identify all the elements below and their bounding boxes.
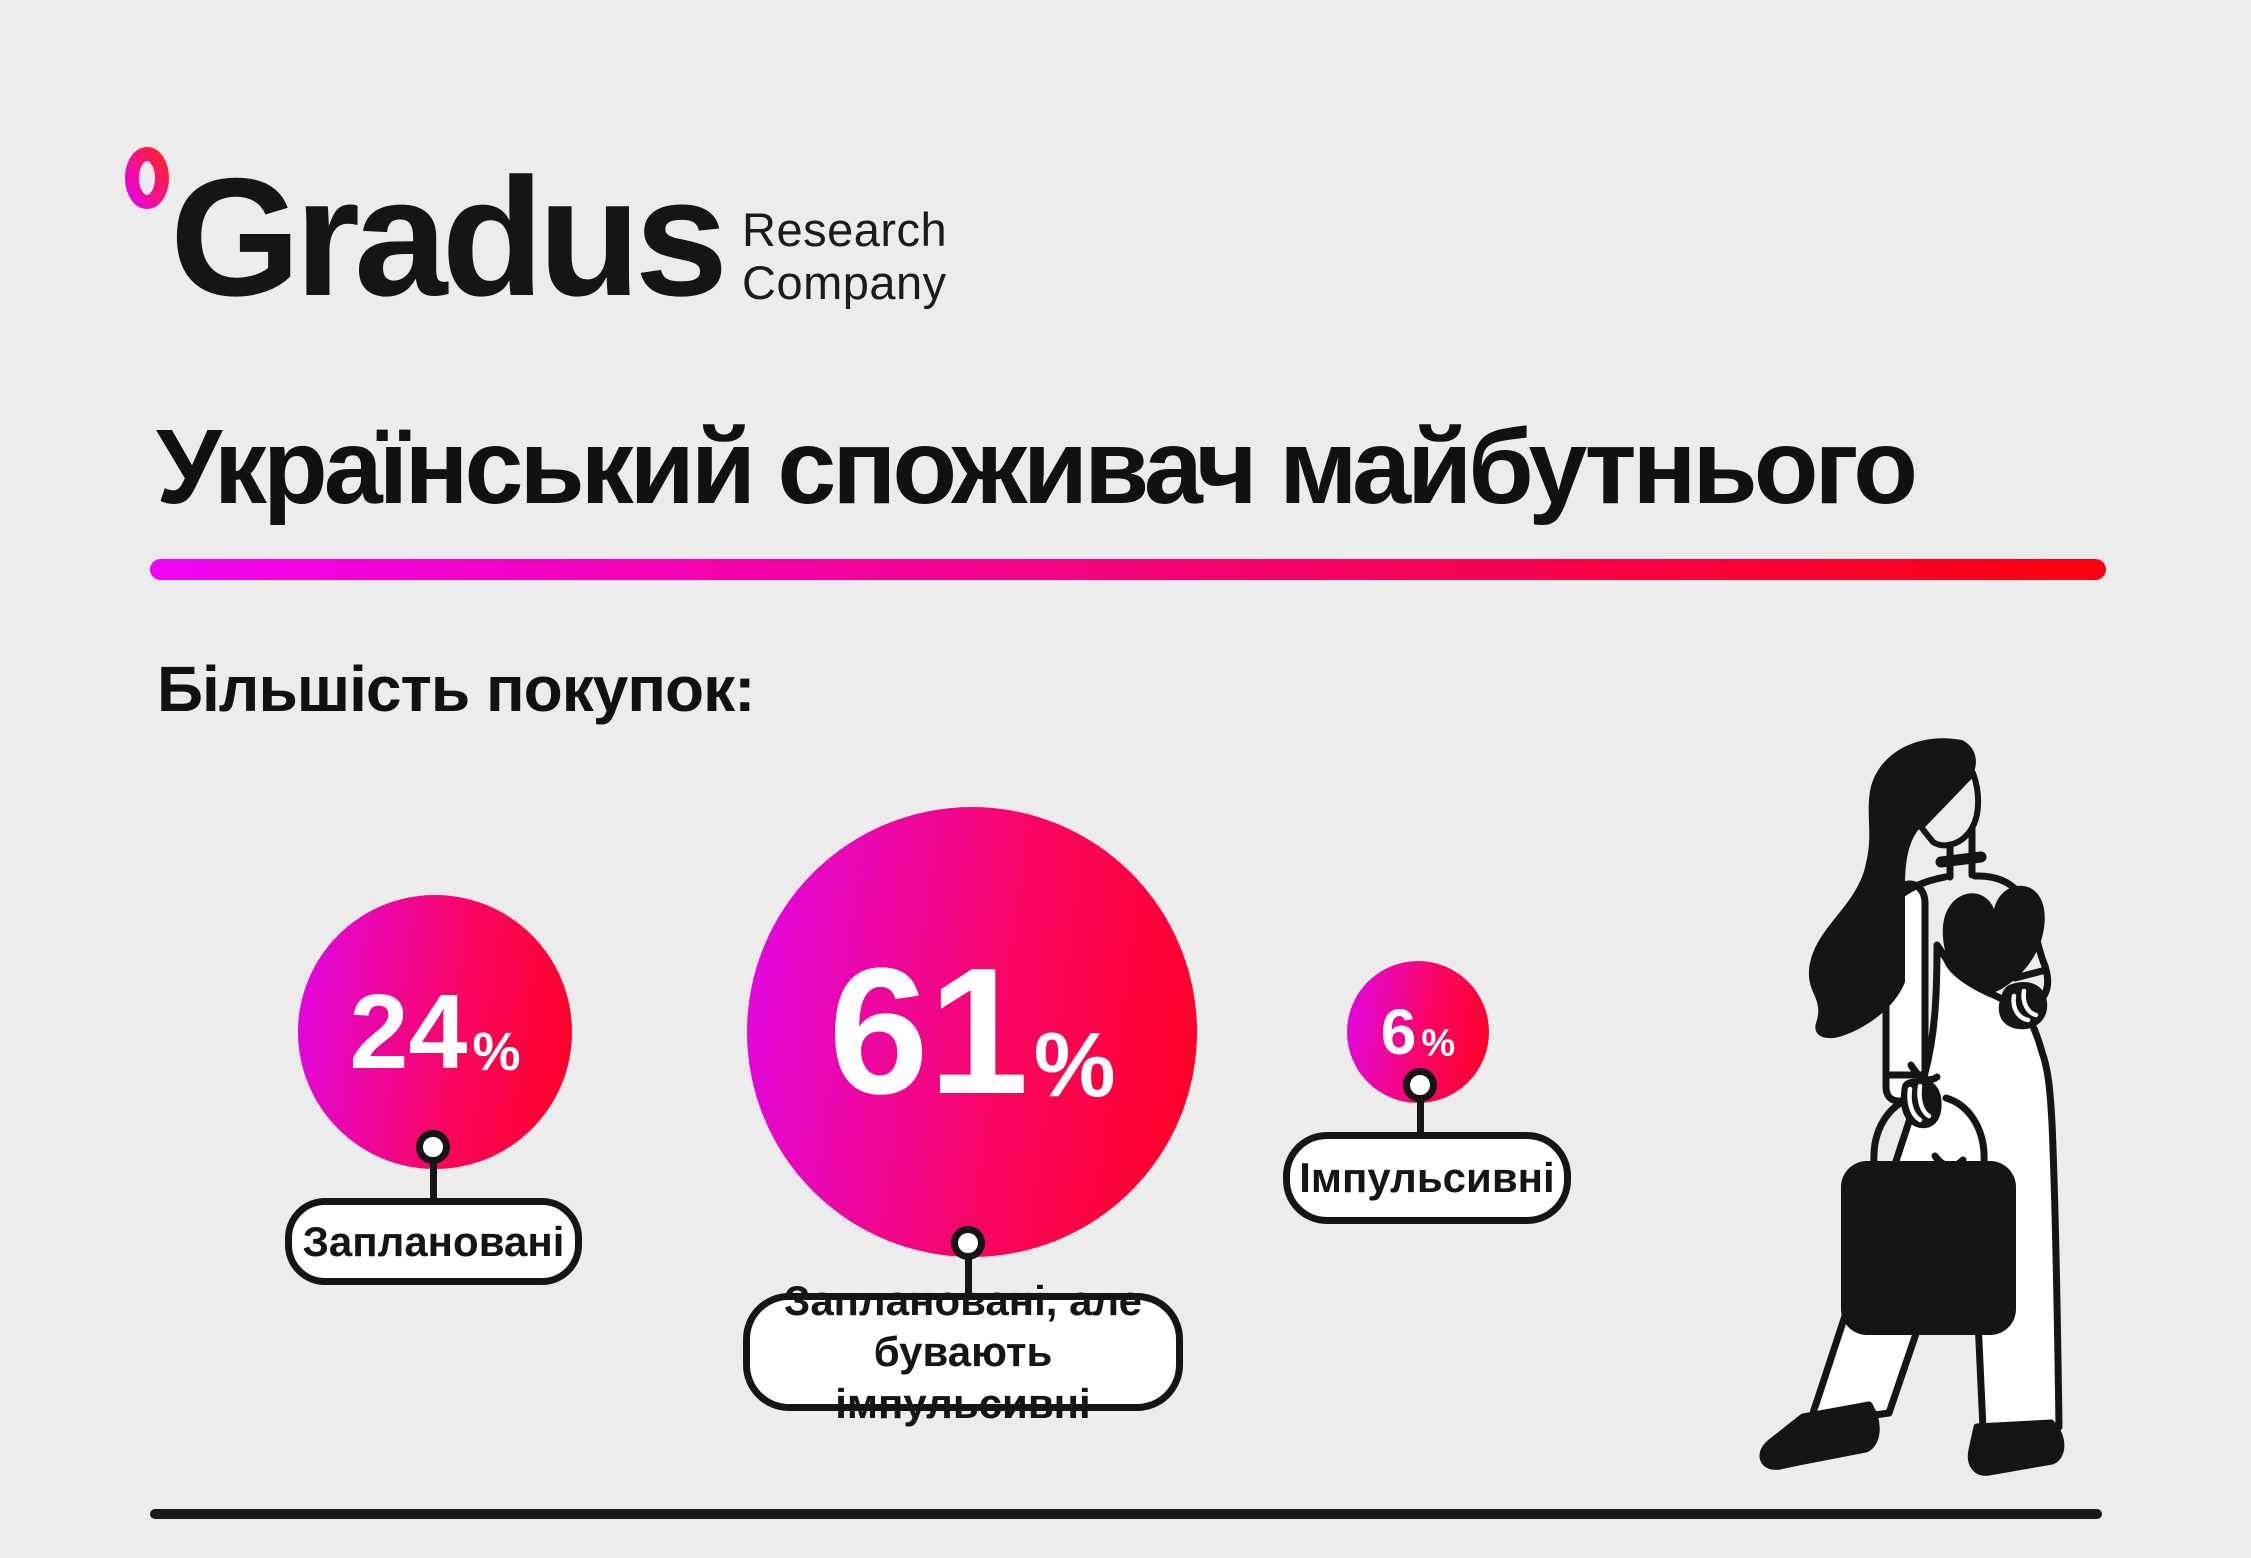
connector-dot — [416, 1130, 450, 1164]
percent-sign: % — [1033, 1014, 1116, 1117]
label-line-1: Заплановані, але — [784, 1277, 1142, 1325]
bubble-impulsive-number: 6 — [1380, 996, 1417, 1068]
logo-suffix-line1: Research — [742, 203, 948, 256]
connector-dot — [951, 1226, 985, 1260]
bubble-planned-number: 24 — [349, 973, 468, 1091]
label-planned-but-impulsive: Заплановані, але бувають імпульсивні — [743, 1277, 1183, 1427]
label-planned: Заплановані — [285, 1198, 582, 1285]
section-subtitle: Більшість покупок: — [157, 653, 755, 725]
label-impulsive: Імпульсивні — [1283, 1132, 1571, 1224]
percent-sign: % — [1421, 1022, 1456, 1065]
bubble-planned: 24% — [298, 895, 572, 1169]
connector-dot — [1403, 1068, 1437, 1102]
percent-sign: % — [472, 1022, 521, 1083]
logo-suffix: Research Company — [742, 203, 948, 309]
gradus-ring-icon — [125, 147, 169, 209]
logo-brand: Gradus — [170, 143, 728, 331]
woman-with-shopping-bag-icon — [1759, 738, 2065, 1476]
logo-suffix-line2: Company — [742, 255, 947, 309]
label-planned-text: Заплановані — [302, 1217, 565, 1265]
label-impulsive-text: Імпульсивні — [1299, 1154, 1555, 1202]
bubble-planned-but-impulsive: 61% — [747, 807, 1197, 1257]
connector-line — [1417, 1085, 1424, 1139]
title-underline — [150, 559, 2106, 580]
bubble-planned-value: 24% — [350, 979, 521, 1085]
bubble-planned-but-impulsive-value: 61% — [828, 942, 1115, 1122]
bubble-impulsive-value: 6% — [1381, 1000, 1455, 1064]
connector-line — [430, 1147, 437, 1205]
label-line-2: бувають імпульсивні — [835, 1328, 1091, 1427]
bubble-planned-but-impulsive-number: 61 — [828, 931, 1029, 1132]
page-title: Український споживач майбутнього — [156, 408, 1918, 526]
connector-line — [965, 1243, 972, 1300]
bottom-rule — [150, 1509, 2102, 1519]
